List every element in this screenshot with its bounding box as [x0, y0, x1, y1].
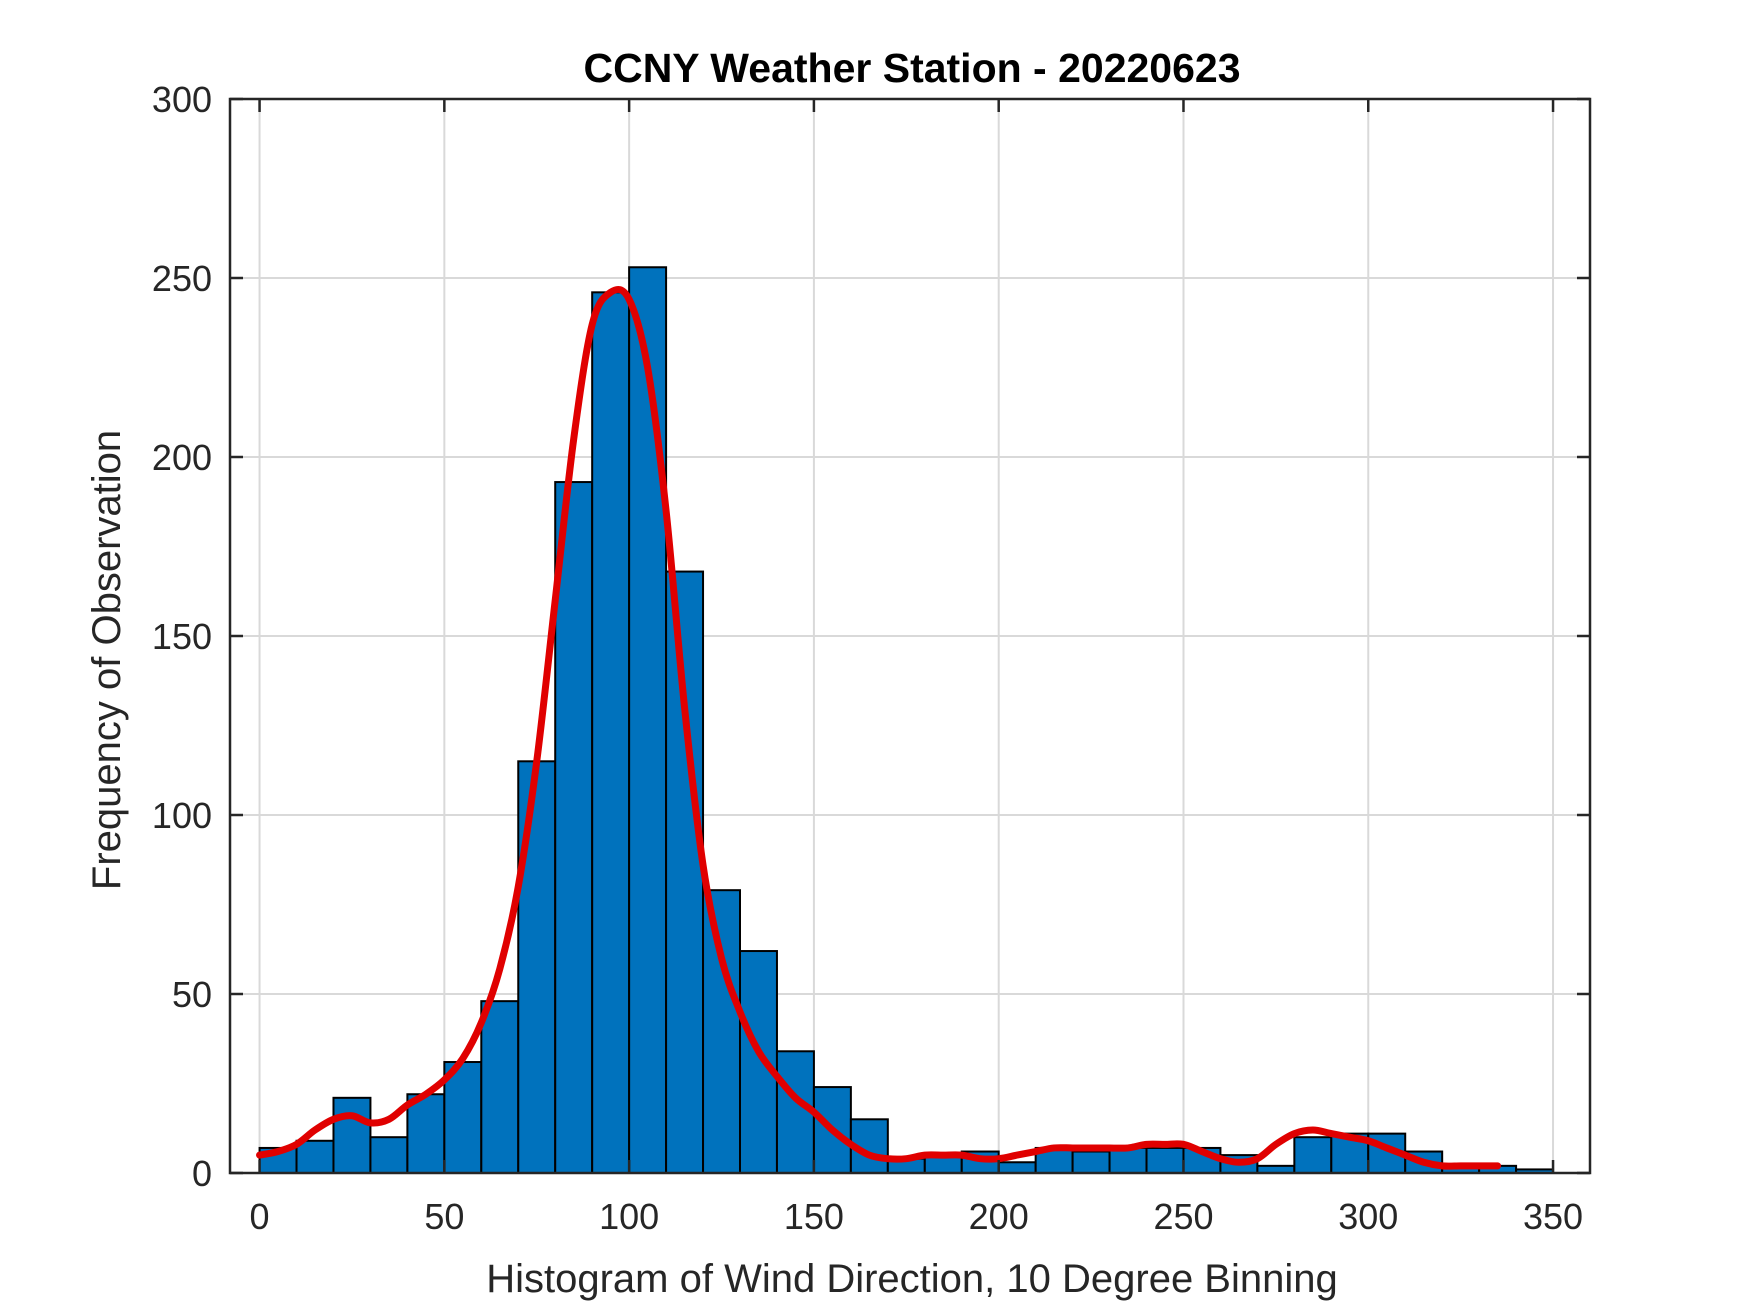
- x-tick-label: 300: [1338, 1196, 1398, 1237]
- x-tick-label: 200: [969, 1196, 1029, 1237]
- density-curve: [256, 285, 1502, 1170]
- histogram-bar: [1071, 1150, 1111, 1175]
- ticks-layer: 0 50 100 150 200 250 300 350 0 50 100 150 200 250 300: [152, 79, 1590, 1237]
- histogram-bar: [1108, 1146, 1148, 1174]
- y-axis-title: Frequency of Observation: [85, 430, 129, 890]
- y-tick-label: 200: [152, 437, 212, 478]
- histogram-bar: [480, 1000, 520, 1174]
- y-tick-label: 50: [172, 974, 212, 1015]
- histogram-bar: [739, 950, 778, 1174]
- chart-title: CCNY Weather Station - 20220623: [583, 45, 1240, 91]
- y-tick-label: 300: [152, 79, 212, 120]
- histogram-bar: [665, 570, 705, 1174]
- x-tick-label: 50: [424, 1196, 464, 1237]
- histogram-bar: [406, 1093, 446, 1174]
- histogram-bar: [997, 1161, 1037, 1175]
- y-tick-label: 100: [152, 795, 212, 836]
- histogram-bar: [517, 760, 557, 1174]
- x-axis-title: Histogram of Wind Direction, 10 Degree B…: [486, 1257, 1338, 1301]
- histogram-bar: [332, 1096, 372, 1174]
- histogram-bar: [554, 481, 594, 1174]
- curve-layer: [256, 285, 1502, 1170]
- histogram-bar: [702, 889, 741, 1174]
- histogram-bar: [1145, 1146, 1185, 1174]
- y-tick-label: 250: [152, 258, 212, 299]
- x-tick-label: 0: [250, 1196, 270, 1237]
- x-tick-label: 250: [1153, 1196, 1213, 1237]
- x-tick-label: 350: [1523, 1196, 1583, 1237]
- grid-layer: [230, 98, 1590, 1174]
- histogram-bar: [775, 1050, 815, 1175]
- histogram-bar: [628, 266, 668, 1174]
- histogram-bar: [591, 291, 631, 1174]
- y-tick-label: 0: [192, 1153, 212, 1194]
- histogram-bar: [1293, 1136, 1333, 1174]
- x-tick-label: 100: [599, 1196, 659, 1237]
- histogram-bar: [369, 1136, 409, 1174]
- bars-layer: [258, 266, 1555, 1175]
- x-tick-label: 150: [784, 1196, 844, 1237]
- y-tick-label: 150: [152, 616, 212, 657]
- histogram-bar: [295, 1139, 335, 1175]
